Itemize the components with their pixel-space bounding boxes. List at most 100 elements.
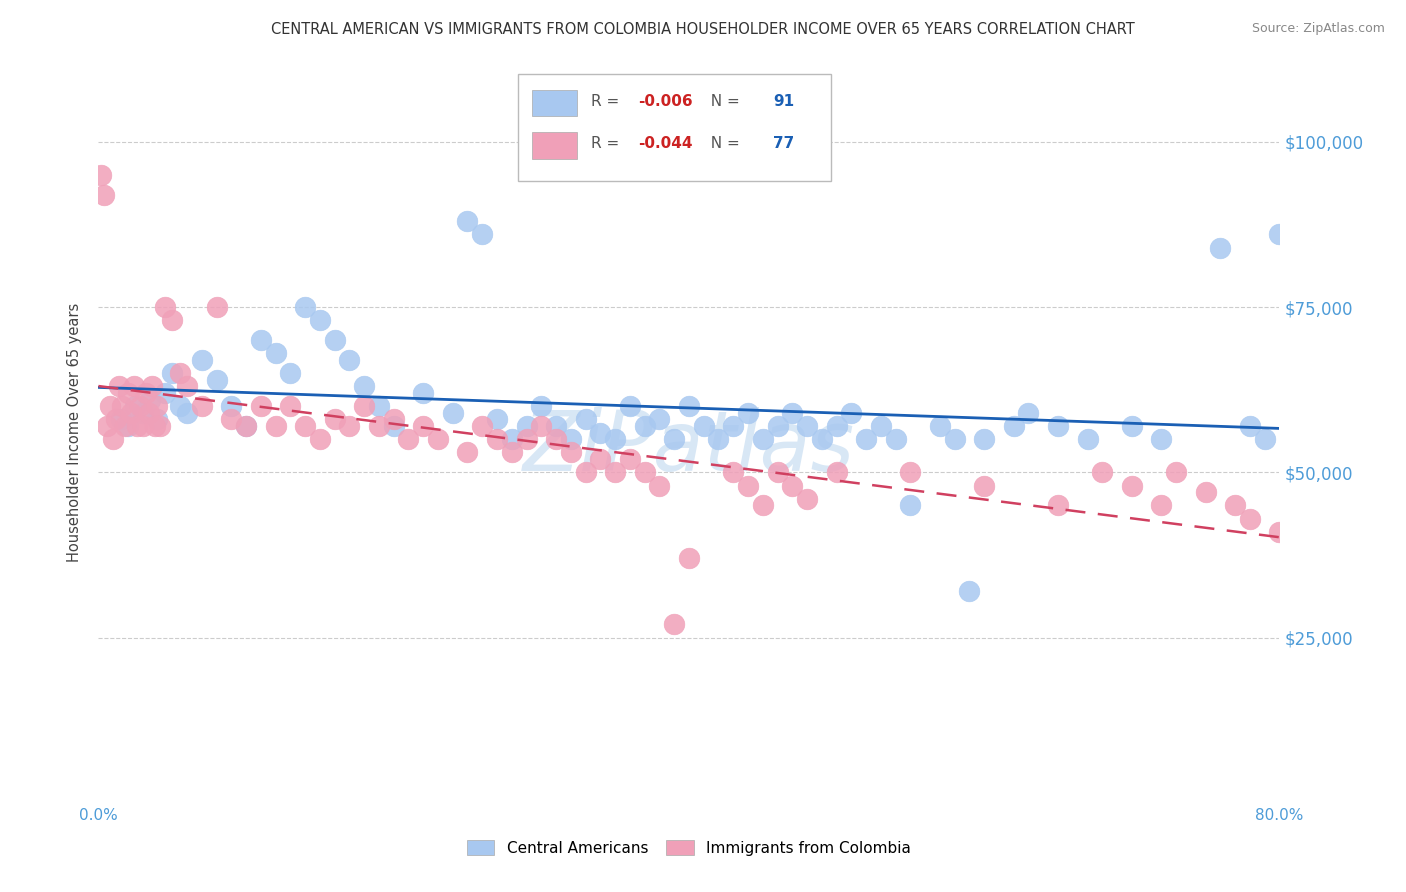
Point [737,478,759,492]
Point [870,419,893,434]
Point [1091,465,1114,479]
Point [648,412,671,426]
Point [149,419,172,434]
Point [93,187,115,202]
Point [264,346,287,360]
Point [825,419,848,434]
Point [1298,538,1320,552]
Point [811,432,834,446]
Point [117,386,139,401]
Point [855,432,877,446]
Point [1239,511,1261,525]
Point [589,452,612,467]
Point [1268,524,1291,539]
Point [117,419,139,434]
Point [162,366,183,380]
Point [132,419,155,434]
Point [486,412,509,426]
Text: -0.044: -0.044 [638,136,693,152]
Point [501,445,523,459]
Point [368,419,391,434]
Text: N =: N = [700,136,744,152]
Point [1239,419,1261,434]
Point [339,419,361,434]
Point [412,419,434,434]
Point [139,392,162,407]
Text: Source: ZipAtlas.com: Source: ZipAtlas.com [1251,22,1385,36]
Point [1209,240,1232,255]
Point [501,432,523,446]
Point [530,399,553,413]
Point [125,419,148,434]
Point [752,432,775,446]
Point [132,406,155,420]
Point [250,333,273,347]
Point [235,419,257,434]
Point [122,379,145,393]
Point [323,333,346,347]
Point [146,412,169,426]
Point [471,419,494,434]
Point [138,406,160,420]
Text: R =: R = [591,136,624,152]
FancyBboxPatch shape [531,132,576,159]
Point [353,399,375,413]
Point [471,227,494,242]
Point [766,419,789,434]
FancyBboxPatch shape [517,73,831,181]
Point [1077,432,1099,446]
Point [796,419,818,434]
Point [1047,499,1070,513]
Text: CENTRAL AMERICAN VS IMMIGRANTS FROM COLOMBIA HOUSEHOLDER INCOME OVER 65 YEARS CO: CENTRAL AMERICAN VS IMMIGRANTS FROM COLO… [271,22,1135,37]
Point [176,406,198,420]
Text: -0.006: -0.006 [638,95,693,109]
Point [605,465,627,479]
Point [782,406,804,420]
Point [191,352,214,367]
FancyBboxPatch shape [531,90,576,117]
Point [382,419,405,434]
Point [707,432,730,446]
Point [1195,485,1218,500]
Point [575,465,598,479]
Point [264,419,287,434]
Point [1002,419,1025,434]
Point [943,432,966,446]
Point [678,551,700,566]
Point [105,412,128,426]
Point [1225,499,1247,513]
Point [723,465,745,479]
Point [737,406,759,420]
Point [280,399,302,413]
Point [766,465,789,479]
Point [205,300,228,314]
Point [114,419,136,434]
Point [796,491,818,506]
Point [111,399,134,413]
Text: N =: N = [700,95,744,109]
Point [169,399,191,413]
Point [516,419,538,434]
Point [169,366,191,380]
Y-axis label: Householder Income Over 65 years: Householder Income Over 65 years [67,303,83,562]
Point [973,432,995,446]
Point [884,432,907,446]
Point [153,386,176,401]
Point [664,432,686,446]
Point [693,419,716,434]
Point [752,499,775,513]
Point [634,465,657,479]
Point [929,419,952,434]
Legend: Central Americans, Immigrants from Colombia: Central Americans, Immigrants from Colom… [461,834,917,862]
Point [294,419,316,434]
Point [128,399,150,413]
Point [96,419,118,434]
Point [294,300,316,314]
Point [560,445,582,459]
Text: 77: 77 [773,136,794,152]
Point [619,452,641,467]
Point [146,399,169,413]
Point [589,425,612,440]
Point [353,379,375,393]
Point [959,584,981,599]
